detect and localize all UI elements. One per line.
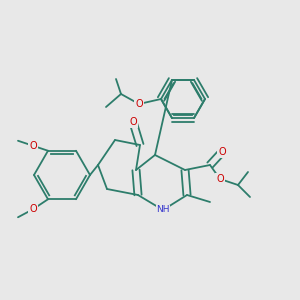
Text: O: O [29,141,37,151]
Text: O: O [218,147,226,157]
Text: NH: NH [156,206,170,214]
Text: O: O [135,99,143,109]
Text: O: O [29,204,37,214]
Text: O: O [216,174,224,184]
Text: O: O [129,117,137,127]
